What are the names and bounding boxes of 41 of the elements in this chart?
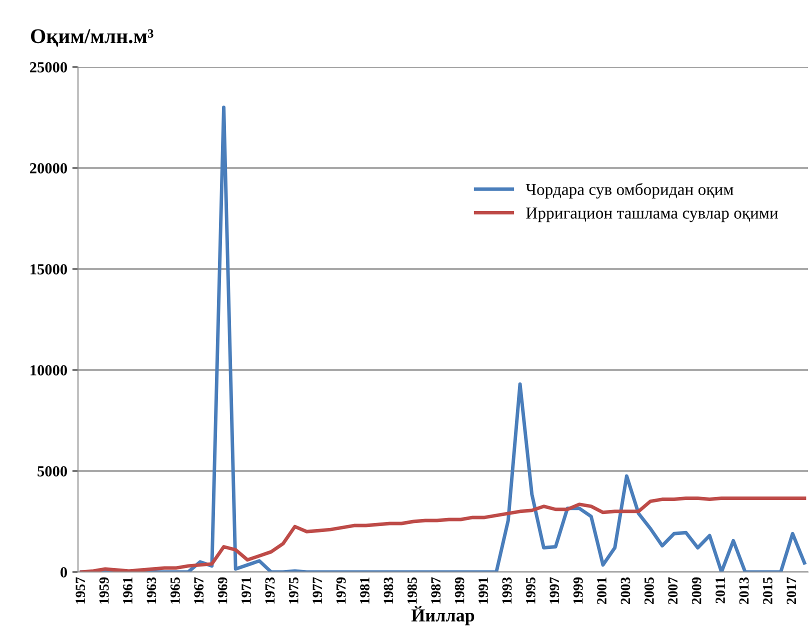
x-tick-label: 1997 (550, 577, 560, 604)
x-tick-label: 2005 (644, 577, 654, 604)
x-tick-label: 2013 (739, 577, 749, 604)
x-tick-label: 1995 (526, 577, 536, 604)
x-tick-label: 1993 (502, 577, 512, 604)
x-tick-label: 1969 (218, 577, 228, 604)
x-tick-label: 1967 (194, 577, 204, 604)
x-tick-label: 1961 (123, 578, 132, 604)
x-tick-label: 1985 (407, 577, 417, 604)
x-tick-label: 1989 (454, 577, 464, 604)
x-tick-label: 1977 (312, 577, 322, 604)
x-tick-label: 1973 (265, 577, 275, 604)
chart-title: Оқим/млн.м³ (31, 29, 154, 47)
y-tick-label: 0 (60, 567, 67, 578)
x-tick-label: 1999 (573, 577, 583, 604)
x-tick-label: 1979 (336, 577, 346, 604)
x-tick-label: 2015 (762, 577, 772, 604)
x-tick-label: 2001 (597, 578, 606, 604)
x-tick-label: 2017 (786, 577, 796, 604)
y-tick-label: 25000 (30, 62, 67, 72)
x-tick-label: 1987 (431, 577, 441, 604)
y-tick-label: 10000 (30, 365, 67, 376)
x-tick-label: 2007 (668, 577, 678, 604)
x-tick-label: 1965 (170, 577, 180, 604)
x-tick-label: 1991 (478, 578, 488, 604)
x-tick-label: 1957 (76, 577, 86, 604)
x-tick-label: 1983 (384, 577, 394, 604)
x-tick-label: 2009 (692, 577, 702, 604)
x-tick-label: 1981 (360, 578, 370, 604)
y-tick-label: 5000 (38, 466, 67, 476)
x-tick-label: 1975 (289, 577, 298, 604)
y-tick-label: 20000 (30, 163, 67, 174)
legend-label: Ирригацион ташлама сувлар оқими (526, 208, 778, 222)
x-tick-label: 1963 (146, 577, 156, 604)
x-tick-label: 1959 (99, 577, 109, 604)
x-tick-label: 1971 (242, 578, 251, 604)
legend-label: Чордара сув омборидан оқим (526, 183, 734, 199)
x-tick-label: 2011 (716, 578, 725, 604)
y-tick-label: 15000 (30, 264, 67, 274)
x-axis-title: Йиллар (411, 606, 474, 626)
x-tick-label: 2003 (620, 577, 630, 604)
